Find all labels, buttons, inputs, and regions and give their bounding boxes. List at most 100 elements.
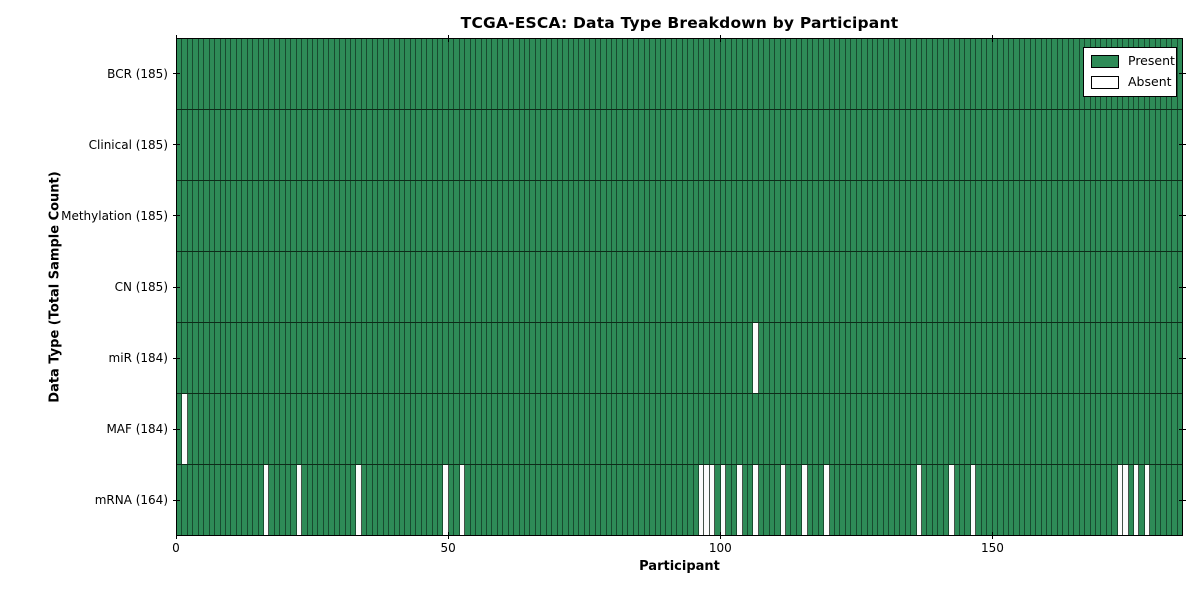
matrix-cell — [198, 323, 205, 393]
matrix-cell — [1172, 252, 1178, 322]
matrix-cell — [807, 252, 814, 322]
matrix-cell — [258, 181, 264, 251]
matrix-cell — [617, 181, 623, 251]
matrix-cell — [1144, 394, 1151, 464]
matrix-cell — [775, 394, 781, 464]
matrix-cell — [807, 110, 814, 180]
matrix-cell — [1052, 465, 1058, 535]
matrix-cell — [1161, 394, 1167, 464]
matrix-cell — [253, 110, 259, 180]
matrix-cell — [269, 39, 275, 109]
matrix-cell — [873, 465, 879, 535]
matrix-cell — [949, 465, 955, 535]
matrix-cell — [296, 110, 303, 180]
matrix-cell — [693, 39, 699, 109]
matrix-cell — [873, 252, 879, 322]
matrix-cell — [927, 394, 933, 464]
matrix-cell — [584, 110, 591, 180]
matrix-cell — [883, 181, 890, 251]
matrix-cell — [427, 323, 433, 393]
matrix-cell — [622, 323, 629, 393]
matrix-cell — [405, 323, 411, 393]
matrix-cell — [438, 181, 444, 251]
matrix-cell — [193, 465, 199, 535]
matrix-cell — [873, 181, 879, 251]
matrix-cell — [356, 110, 362, 180]
matrix-cell — [432, 323, 438, 393]
matrix-cell — [764, 39, 770, 109]
matrix-cell — [1134, 181, 1140, 251]
matrix-cell — [525, 252, 531, 322]
matrix-cell — [791, 465, 797, 535]
matrix-cell — [1068, 323, 1075, 393]
matrix-cell — [1150, 110, 1156, 180]
matrix-cell — [1041, 181, 1047, 251]
matrix-cell — [209, 110, 216, 180]
right-tick-mark — [1179, 357, 1186, 359]
matrix-cell — [269, 394, 275, 464]
matrix-cell — [318, 323, 324, 393]
matrix-cell — [492, 110, 498, 180]
matrix-cell — [1112, 323, 1118, 393]
matrix-cell — [1101, 110, 1107, 180]
matrix-cell — [889, 39, 895, 109]
matrix-cell — [225, 252, 232, 322]
matrix-cell — [356, 39, 362, 109]
matrix-cell — [361, 39, 368, 109]
matrix-cell — [873, 110, 879, 180]
matrix-cell — [965, 323, 971, 393]
matrix-cell — [921, 181, 928, 251]
matrix-cell — [258, 110, 264, 180]
ytick-label-mRNA: mRNA (164) — [94, 493, 168, 508]
matrix-cell — [242, 110, 248, 180]
matrix-cell — [481, 465, 487, 535]
matrix-cell — [465, 181, 471, 251]
matrix-cell — [867, 252, 873, 322]
matrix-cell — [753, 181, 759, 251]
matrix-cell — [274, 323, 281, 393]
matrix-cell — [329, 394, 335, 464]
matrix-cell — [361, 465, 368, 535]
matrix-cell — [1128, 252, 1134, 322]
matrix-cell — [443, 181, 449, 251]
matrix-cell — [1036, 465, 1042, 535]
matrix-cell — [508, 181, 515, 251]
matrix-cell — [421, 465, 428, 535]
matrix-cell — [612, 181, 618, 251]
matrix-cell — [758, 181, 765, 251]
matrix-cell — [976, 252, 982, 322]
matrix-cell — [883, 39, 890, 109]
matrix-cell — [1166, 323, 1173, 393]
matrix-cell — [204, 252, 210, 322]
matrix-cell — [372, 110, 379, 180]
matrix-cell — [796, 252, 803, 322]
matrix-cell — [1019, 39, 1026, 109]
matrix-cell — [845, 465, 852, 535]
matrix-cell — [258, 39, 264, 109]
matrix-cell — [715, 252, 721, 322]
matrix-cell — [546, 323, 553, 393]
matrix-cell — [775, 465, 781, 535]
matrix-cell — [552, 39, 558, 109]
matrix-cell — [628, 394, 634, 464]
matrix-cell — [340, 181, 346, 251]
matrix-cell — [1014, 110, 1020, 180]
matrix-cell — [1036, 323, 1042, 393]
matrix-cell — [1041, 394, 1047, 464]
matrix-cell — [639, 110, 645, 180]
matrix-cell — [970, 394, 977, 464]
matrix-cell — [1085, 110, 1091, 180]
matrix-cell — [1150, 465, 1156, 535]
matrix-cell — [606, 252, 612, 322]
matrix-cell — [584, 323, 591, 393]
matrix-cell — [976, 110, 982, 180]
matrix-cell — [970, 323, 977, 393]
matrix-cell — [965, 252, 971, 322]
matrix-cell — [682, 39, 689, 109]
matrix-cell — [943, 323, 950, 393]
matrix-cell — [802, 465, 808, 535]
matrix-cell — [911, 394, 917, 464]
matrix-cell — [834, 181, 841, 251]
matrix-cell — [231, 252, 237, 322]
matrix-cell — [666, 252, 672, 322]
